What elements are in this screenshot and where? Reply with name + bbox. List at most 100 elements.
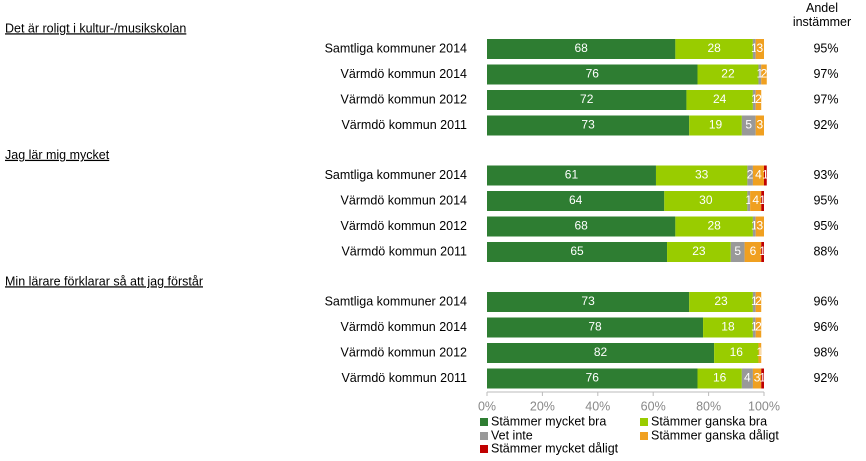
data-label: 28 bbox=[707, 219, 721, 233]
legend-label: Stämmer mycket dåligt bbox=[491, 441, 619, 455]
group-title: Min lärare förklarar så att jag förstår bbox=[5, 274, 203, 288]
x-tick-label: 40% bbox=[585, 399, 610, 413]
bar-segment bbox=[755, 39, 764, 59]
data-label: 1 bbox=[759, 193, 766, 207]
data-label: 65 bbox=[570, 244, 584, 258]
data-label: 61 bbox=[565, 168, 579, 182]
data-label: 1 bbox=[757, 67, 764, 81]
share-label: 95% bbox=[813, 41, 838, 55]
bar-segment bbox=[655, 165, 748, 186]
bar-segment bbox=[487, 115, 690, 136]
legend-swatch bbox=[640, 432, 648, 440]
share-label: 95% bbox=[813, 193, 838, 207]
data-label: 3 bbox=[757, 219, 764, 233]
share-label: 92% bbox=[813, 118, 838, 132]
legend-swatch bbox=[640, 418, 648, 426]
data-label: 5 bbox=[745, 118, 752, 132]
share-label: 95% bbox=[813, 219, 838, 233]
bar-segment bbox=[755, 90, 762, 110]
bar-segment bbox=[752, 292, 756, 312]
category-label: Samtliga kommuner 2014 bbox=[325, 168, 467, 182]
group-title: Det är roligt i kultur-/musikskolan bbox=[5, 21, 186, 35]
data-label: 2 bbox=[761, 67, 768, 81]
bar-segment bbox=[744, 242, 762, 262]
share-label: 92% bbox=[813, 371, 838, 385]
bar-segment bbox=[730, 242, 745, 262]
data-label: 3 bbox=[757, 41, 764, 55]
bar-segment bbox=[686, 90, 753, 110]
data-label: 1 bbox=[751, 219, 758, 233]
data-label: 1 bbox=[757, 345, 764, 359]
share-label: 88% bbox=[813, 244, 838, 258]
data-label: 19 bbox=[709, 118, 723, 132]
data-label: 18 bbox=[721, 320, 735, 334]
bar-segment bbox=[487, 317, 704, 338]
data-label: 22 bbox=[721, 67, 735, 81]
data-label: 5 bbox=[734, 244, 741, 258]
bar-segment bbox=[714, 343, 759, 363]
bar-segment bbox=[675, 39, 753, 59]
x-tick-label: 20% bbox=[530, 399, 555, 413]
x-tick-label: 0% bbox=[478, 399, 496, 413]
data-label: 3 bbox=[754, 371, 761, 385]
bar-segment bbox=[487, 64, 698, 85]
bar-segment bbox=[487, 368, 698, 389]
share-label: 96% bbox=[813, 320, 838, 334]
legend-swatch bbox=[480, 445, 488, 453]
data-label: 23 bbox=[714, 294, 728, 308]
data-label: 4 bbox=[755, 168, 762, 182]
bar-segment bbox=[675, 216, 753, 237]
bar-segment bbox=[487, 90, 687, 110]
bar-segment bbox=[689, 292, 753, 312]
bar-segment bbox=[755, 317, 762, 338]
data-label: 2 bbox=[747, 168, 754, 182]
category-label: Värmdö kommun 2011 bbox=[341, 244, 467, 258]
data-label: 1 bbox=[751, 294, 758, 308]
data-label: 1 bbox=[762, 168, 769, 182]
share-label: 96% bbox=[813, 294, 838, 308]
share-label: 98% bbox=[813, 345, 838, 359]
data-label: 30 bbox=[699, 193, 713, 207]
data-label: 73 bbox=[581, 294, 595, 308]
share-title: Andel instämmer bbox=[792, 1, 852, 29]
category-label: Värmdö kommun 2012 bbox=[341, 219, 468, 233]
bar-segment bbox=[758, 64, 762, 85]
bar-segment bbox=[755, 115, 764, 136]
bar-segment bbox=[752, 317, 756, 338]
bar-segment bbox=[758, 343, 762, 363]
category-label: Värmdö kommun 2011 bbox=[341, 371, 467, 385]
data-label: 23 bbox=[692, 244, 706, 258]
bar-segment bbox=[752, 368, 762, 389]
data-label: 2 bbox=[755, 320, 762, 334]
category-label: Samtliga kommuner 2014 bbox=[325, 294, 467, 308]
data-label: 1 bbox=[751, 41, 758, 55]
legend-label: Stämmer ganska bra bbox=[651, 414, 767, 428]
legend-label: Stämmer ganska dåligt bbox=[651, 428, 779, 442]
bar-segment bbox=[764, 165, 767, 186]
legend-swatch bbox=[480, 418, 488, 426]
data-label: 16 bbox=[713, 371, 727, 385]
legend-label: Stämmer mycket bra bbox=[491, 414, 606, 428]
data-label: 1 bbox=[751, 92, 758, 106]
bar-segment bbox=[761, 191, 764, 211]
data-label: 76 bbox=[586, 67, 600, 81]
share-label: 97% bbox=[813, 92, 838, 106]
bar-segment bbox=[761, 64, 767, 85]
data-label: 33 bbox=[695, 168, 709, 182]
bar-segment bbox=[752, 216, 756, 237]
bar-segment bbox=[761, 242, 764, 262]
data-label: 28 bbox=[707, 41, 721, 55]
bar-segment bbox=[747, 191, 751, 211]
category-label: Värmdö kommun 2014 bbox=[341, 193, 468, 207]
group-title: Jag lär mig mycket bbox=[5, 148, 110, 162]
data-label: 68 bbox=[575, 219, 589, 233]
data-label: 68 bbox=[575, 41, 589, 55]
bar-segment bbox=[741, 115, 756, 136]
data-label: 4 bbox=[752, 193, 759, 207]
x-tick-label: 100% bbox=[748, 399, 780, 413]
data-label: 82 bbox=[594, 345, 608, 359]
bar-segment bbox=[755, 216, 764, 237]
bar-segment bbox=[689, 115, 742, 136]
